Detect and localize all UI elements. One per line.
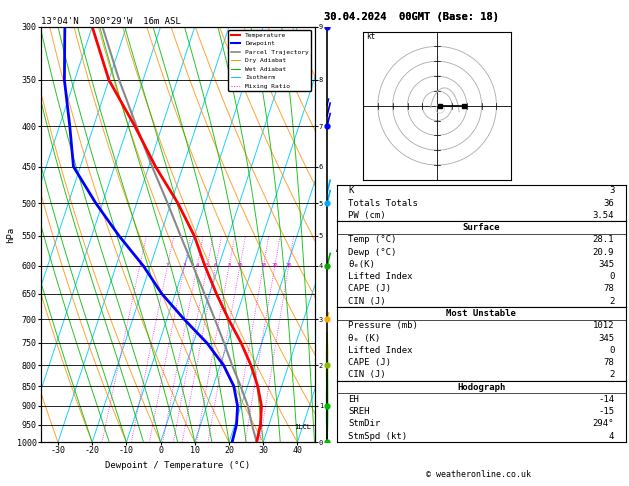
Text: 36: 36: [604, 199, 615, 208]
Text: Lifted Index: Lifted Index: [348, 272, 413, 281]
Text: 8: 8: [228, 263, 231, 268]
Text: 345: 345: [598, 260, 615, 269]
Text: CAPE (J): CAPE (J): [348, 284, 391, 294]
Text: © weatheronline.co.uk: © weatheronline.co.uk: [426, 469, 530, 479]
Text: 5: 5: [206, 263, 209, 268]
Text: 1LCL: 1LCL: [294, 424, 311, 431]
Text: SREH: SREH: [348, 407, 370, 416]
X-axis label: Dewpoint / Temperature (°C): Dewpoint / Temperature (°C): [105, 461, 250, 470]
Text: 28.1: 28.1: [593, 235, 615, 244]
Text: 0: 0: [609, 272, 615, 281]
Text: Hodograph: Hodograph: [457, 382, 505, 392]
Text: 345: 345: [598, 333, 615, 343]
Text: 10: 10: [237, 263, 243, 268]
Text: Dewp (°C): Dewp (°C): [348, 248, 396, 257]
Text: Totals Totals: Totals Totals: [348, 199, 418, 208]
Text: 2: 2: [609, 370, 615, 379]
Text: Pressure (mb): Pressure (mb): [348, 321, 418, 330]
Text: kt: kt: [366, 32, 376, 41]
Text: 20: 20: [272, 263, 278, 268]
Text: 3: 3: [609, 186, 615, 195]
Text: Surface: Surface: [462, 223, 500, 232]
Text: 294°: 294°: [593, 419, 615, 428]
Text: 26: 26: [286, 263, 292, 268]
Text: 4: 4: [609, 432, 615, 441]
Text: 1: 1: [138, 263, 142, 268]
Text: CAPE (J): CAPE (J): [348, 358, 391, 367]
Text: 2: 2: [166, 263, 169, 268]
Text: StmDir: StmDir: [348, 419, 381, 428]
Text: -14: -14: [598, 395, 615, 404]
Text: Temp (°C): Temp (°C): [348, 235, 396, 244]
Text: θₑ(K): θₑ(K): [348, 260, 375, 269]
Text: CIN (J): CIN (J): [348, 370, 386, 379]
Text: CIN (J): CIN (J): [348, 297, 386, 306]
Text: 3: 3: [183, 263, 186, 268]
Text: 20.9: 20.9: [593, 248, 615, 257]
Text: 13°04'N  300°29'W  16m ASL: 13°04'N 300°29'W 16m ASL: [41, 17, 181, 26]
Text: 3.54: 3.54: [593, 211, 615, 220]
Legend: Temperature, Dewpoint, Parcel Trajectory, Dry Adiabat, Wet Adiabat, Isotherm, Mi: Temperature, Dewpoint, Parcel Trajectory…: [228, 30, 311, 91]
Text: StmSpd (kt): StmSpd (kt): [348, 432, 407, 441]
Text: EH: EH: [348, 395, 359, 404]
Y-axis label: km
ASL: km ASL: [335, 235, 349, 254]
Text: 16: 16: [260, 263, 267, 268]
Text: 0: 0: [609, 346, 615, 355]
Text: 4: 4: [196, 263, 199, 268]
Text: K: K: [348, 186, 353, 195]
Text: Lifted Index: Lifted Index: [348, 346, 413, 355]
Text: 30.04.2024  00GMT (Base: 18): 30.04.2024 00GMT (Base: 18): [324, 12, 499, 22]
Text: 6: 6: [214, 263, 217, 268]
Text: θₑ (K): θₑ (K): [348, 333, 381, 343]
Y-axis label: hPa: hPa: [6, 226, 15, 243]
Text: 30.04.2024  00GMT (Base: 18): 30.04.2024 00GMT (Base: 18): [324, 12, 499, 22]
Text: Most Unstable: Most Unstable: [446, 309, 516, 318]
Text: -15: -15: [598, 407, 615, 416]
Text: 1012: 1012: [593, 321, 615, 330]
Text: 2: 2: [609, 297, 615, 306]
Text: PW (cm): PW (cm): [348, 211, 386, 220]
Text: 78: 78: [604, 284, 615, 294]
Text: 78: 78: [604, 358, 615, 367]
